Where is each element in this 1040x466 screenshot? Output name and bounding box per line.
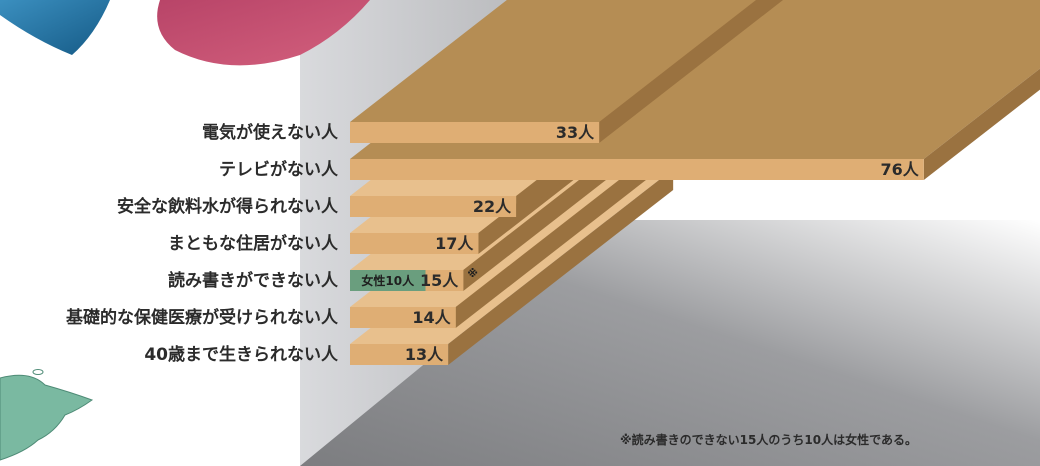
bar [350, 196, 517, 217]
bar-top-face [350, 0, 757, 122]
value-label: 33人 [556, 123, 595, 142]
bar [350, 307, 456, 328]
bar [350, 122, 600, 143]
category-label: 基礎的な保健医療が受けられない人 [66, 308, 338, 328]
category-label: まともな住居がない人 [168, 234, 338, 254]
bar-row: 33人 [350, 0, 784, 143]
map-island [32, 369, 44, 375]
bar [350, 159, 924, 180]
category-label: 電気が使えない人 [202, 123, 338, 143]
value-label: 17人 [435, 234, 474, 253]
map-fragment [0, 374, 94, 461]
bar-side-face [455, 132, 681, 328]
bars-group: 13人 14人 女性10人 ※ 15人 17人 22人 76人 33人 [350, 0, 1040, 365]
backdrop-floor [300, 220, 1040, 466]
value-label: 15人 [420, 271, 459, 290]
sub-segment-label: 女性10人 [361, 273, 415, 288]
pie-blue-fragment [0, 0, 110, 55]
bar-side-face [448, 169, 674, 365]
bar [350, 233, 479, 254]
bar-side-face [923, 68, 1040, 180]
note-mark: ※ [467, 267, 478, 280]
pie-pink-fragment [157, 0, 370, 66]
value-label: 13人 [405, 345, 444, 364]
category-label: 40歳まで生きられない人 [144, 345, 338, 365]
bar [350, 344, 449, 365]
footnote: ※読み書きのできない15人のうち10人は女性である。 [620, 433, 917, 447]
value-label: 76人 [881, 160, 920, 179]
value-label: 14人 [412, 308, 451, 327]
value-label: 22人 [473, 197, 512, 216]
category-label: 安全な飲料水が得られない人 [117, 197, 338, 217]
bar-sub-segment [350, 270, 426, 291]
category-label: 読み書きができない人 [168, 271, 338, 291]
category-label: テレビがない人 [219, 160, 338, 180]
